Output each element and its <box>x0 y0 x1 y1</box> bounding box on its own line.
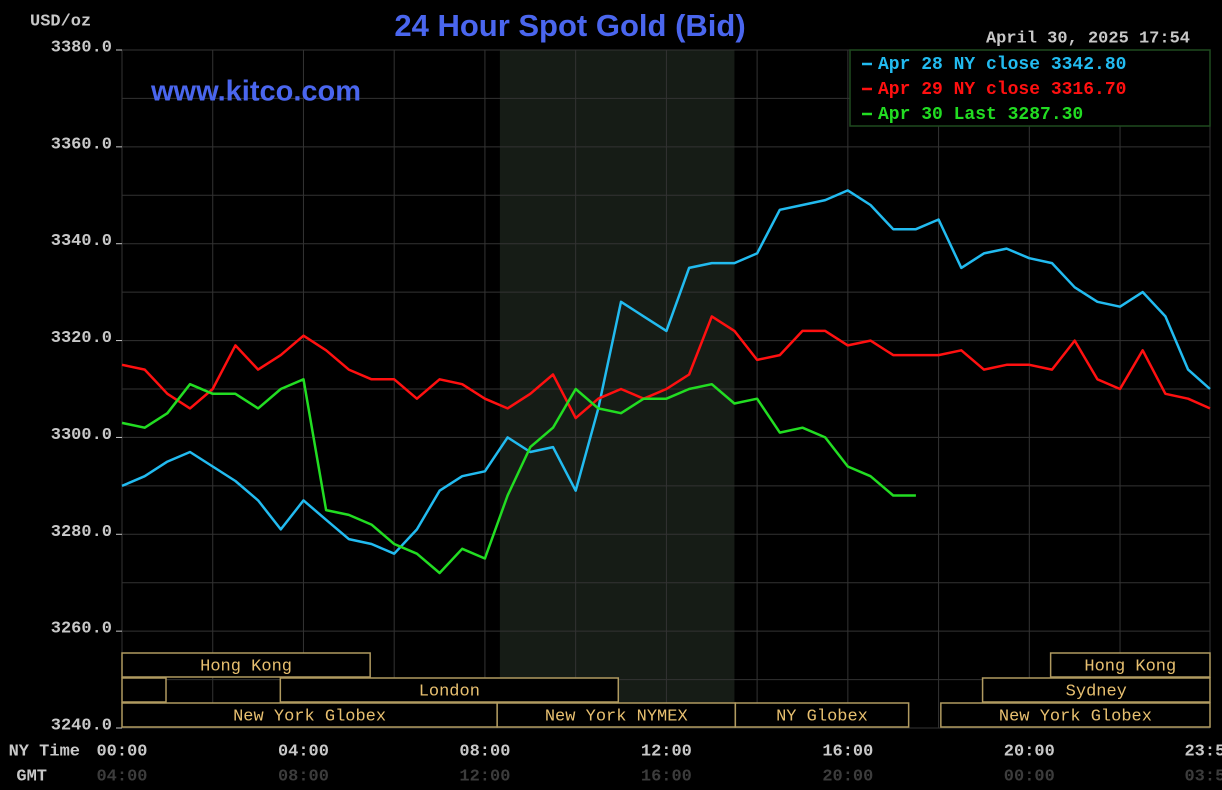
timestamp: April 30, 2025 17:54 <box>986 29 1190 48</box>
session-box <box>496 702 737 728</box>
session-box <box>1049 652 1211 678</box>
unit-label: USD/oz <box>30 12 91 31</box>
session-box <box>981 677 1211 703</box>
session-box <box>734 702 910 728</box>
chart-title: 24 Hour Spot Gold (Bid) <box>394 8 745 43</box>
x-tick-label: 16:00 <box>822 742 873 761</box>
session-label: Hong Kong <box>200 657 292 676</box>
legend-label: Apr 29 NY close 3316.70 <box>878 80 1126 100</box>
x-tick-label-gmt: 16:00 <box>641 767 692 786</box>
y-tick-label: 3320.0 <box>51 329 112 348</box>
x-tick-label-gmt: 03:59 <box>1184 767 1222 786</box>
plot-back <box>121 49 1211 729</box>
x-tick-label: 20:00 <box>1004 742 1055 761</box>
legend-box <box>849 49 1211 127</box>
session-label: NY Globex <box>776 707 868 726</box>
session-label: New York NYMEX <box>545 707 688 726</box>
session-label: London <box>419 682 480 701</box>
x-tick-label-gmt: 00:00 <box>1004 767 1055 786</box>
session-box <box>279 677 620 703</box>
x-tick-label: 00:00 <box>96 742 147 761</box>
x-tick-label: 04:00 <box>278 742 329 761</box>
session-box <box>121 677 167 703</box>
x-tick-label-gmt: 20:00 <box>822 767 873 786</box>
session-label: Sydney <box>1066 682 1127 701</box>
y-tick-label: 3340.0 <box>51 232 112 251</box>
y-tick-label: 3260.0 <box>51 620 112 639</box>
website: www.kitco.com <box>150 76 361 108</box>
y-tick-label: 3280.0 <box>51 523 112 542</box>
series-line <box>121 315 1211 420</box>
session-box <box>940 702 1211 728</box>
series-line <box>121 189 1211 555</box>
y-tick-label: 3300.0 <box>51 426 112 445</box>
x-tick-label: 12:00 <box>641 742 692 761</box>
y-tick-label: 3240.0 <box>51 716 112 735</box>
x-tick-label: 23:59 <box>1184 742 1222 761</box>
x-row-label: NY Time <box>9 742 80 761</box>
session-label: Hong Kong <box>1084 657 1176 676</box>
x-tick-label: 08:00 <box>459 742 510 761</box>
y-tick-label: 3380.0 <box>51 38 112 57</box>
session-box <box>121 652 371 678</box>
y-tick-label: 3360.0 <box>51 135 112 154</box>
x-tick-label-gmt: 04:00 <box>96 767 147 786</box>
legend-label: Apr 30 Last 3287.30 <box>878 105 1083 125</box>
x-row-label: GMT <box>16 767 47 786</box>
legend-label: Apr 28 NY close 3342.80 <box>878 55 1126 75</box>
x-tick-label-gmt: 08:00 <box>278 767 329 786</box>
session-box <box>121 702 498 728</box>
session-label: New York Globex <box>999 707 1152 726</box>
x-tick-label-gmt: 12:00 <box>459 767 510 786</box>
series-line <box>121 378 916 575</box>
session-label: New York Globex <box>233 707 386 726</box>
